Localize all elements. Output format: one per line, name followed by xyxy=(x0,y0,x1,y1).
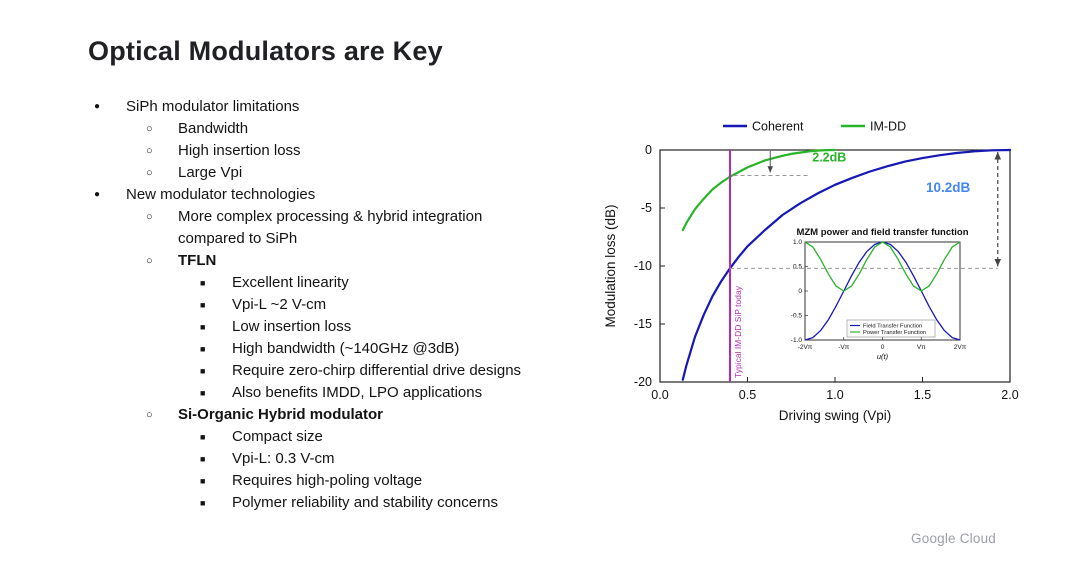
svg-text:-Vπ: -Vπ xyxy=(838,344,850,351)
svg-text:0.5: 0.5 xyxy=(793,264,802,271)
series-line-im-dd xyxy=(681,148,837,232)
svg-text:2Vπ: 2Vπ xyxy=(954,344,967,351)
svg-text:IM-DD: IM-DD xyxy=(870,120,906,134)
bullet-marker-icon: ○ xyxy=(146,123,153,135)
bullet-text: Vpi-L ~2 V-cm xyxy=(232,296,327,313)
bullet-item: ● SiPh modulator limitations xyxy=(94,96,688,118)
bullet-text: SiPh modulator limitations xyxy=(126,98,300,115)
bullet-text: Polymer reliability and stability concer… xyxy=(232,494,498,511)
bullet-text: TFLN xyxy=(178,252,217,269)
coherent-loss-label: 10.2dB xyxy=(926,180,971,195)
svg-text:-1.0: -1.0 xyxy=(791,337,803,344)
bullet-marker-icon: ■ xyxy=(200,366,206,376)
svg-text:-10: -10 xyxy=(634,259,652,273)
bullet-item: ○ TFLN xyxy=(146,250,688,272)
bullet-item: ■ Vpi-L ~2 V-cm xyxy=(200,294,688,316)
svg-text:Modulation loss (dB): Modulation loss (dB) xyxy=(603,204,618,327)
svg-text:u(t): u(t) xyxy=(877,352,889,361)
bullet-marker-icon: ■ xyxy=(200,476,206,486)
page-title: Optical Modulators are Key xyxy=(88,36,443,66)
bullet-text: Low insertion loss xyxy=(232,318,352,335)
bullet-marker-icon: ● xyxy=(94,189,101,200)
bullet-item: ■ Low insertion loss xyxy=(200,316,688,338)
bullet-item: ■ Excellent linearity xyxy=(200,272,688,294)
bullet-list: ● SiPh modulator limitations ○ Bandwidth ○ Hi… xyxy=(88,96,688,514)
svg-text:0.0: 0.0 xyxy=(651,388,668,402)
svg-text:Field Transfer Function: Field Transfer Function xyxy=(863,324,922,330)
bullet-text: Bandwidth xyxy=(178,120,249,137)
chart-annotations: Typical IM-DD SiP today 2.2dB 10.2dB xyxy=(729,150,1002,382)
bullet-marker-icon: ■ xyxy=(200,300,206,310)
bullet-text: Vpi-L: 0.3 V-cm xyxy=(232,450,335,467)
modulation-loss-chart: 0.0 0.5 1.0 1.5 2.0 0 -5 -10 -15 -20 Driving swing… xyxy=(595,100,1035,430)
bullet-text: Requires high-poling voltage xyxy=(232,472,423,489)
svg-text:-15: -15 xyxy=(634,317,652,331)
bullet-marker-icon: ■ xyxy=(200,454,206,464)
bullet-item: ○ More complex processing & hybrid integr… xyxy=(146,206,688,250)
bullet-text: Also benefits IMDD, LPO applications xyxy=(232,384,483,401)
svg-text:MZM power and field transfer f: MZM power and field transfer function xyxy=(796,227,968,238)
bullet-marker-icon: ■ xyxy=(200,322,206,332)
series-line-coherent xyxy=(681,148,1012,381)
bullet-text: Si-Organic Hybrid modulator xyxy=(178,406,384,423)
imdd-loss-label: 2.2dB xyxy=(812,151,846,165)
bullet-marker-icon: ■ xyxy=(200,388,206,398)
svg-text:0: 0 xyxy=(798,288,802,295)
modulation-loss-chart-svg: 0.0 0.5 1.0 1.5 2.0 0 -5 -10 -15 -20 Driving swing… xyxy=(603,120,1019,424)
bullet-item: ● New modulator technologies xyxy=(94,184,688,206)
bullet-marker-icon: ■ xyxy=(200,432,206,442)
bullet-marker-icon: ○ xyxy=(146,211,153,223)
svg-text:Coherent: Coherent xyxy=(752,120,804,134)
google-cloud-logo: Google Cloud xyxy=(911,531,996,546)
bullet-item: ■ Also benefits IMDD, LPO applications xyxy=(200,382,688,404)
bullet-marker-icon: ■ xyxy=(200,278,206,288)
bullet-item: ○ Si-Organic Hybrid modulator xyxy=(146,404,688,426)
chart-legend: Coherent IM-DD xyxy=(723,120,906,134)
svg-text:-20: -20 xyxy=(634,375,652,389)
bullet-item: ■ Requires high-poling voltage xyxy=(200,470,688,492)
bullet-marker-icon: ■ xyxy=(200,344,206,354)
bullet-text: Large Vpi xyxy=(178,164,243,181)
bullet-text: New modulator technologies xyxy=(126,186,316,203)
bullet-text: High insertion loss xyxy=(178,142,301,159)
svg-text:Vπ: Vπ xyxy=(917,344,926,351)
bullet-item: ■ Polymer reliability and stability conce… xyxy=(200,492,688,514)
svg-text:-0.5: -0.5 xyxy=(791,313,803,320)
bullet-marker-icon: ○ xyxy=(146,167,153,179)
bullet-item: ■ Vpi-L: 0.3 V-cm xyxy=(200,448,688,470)
bullet-text: Excellent linearity xyxy=(232,274,349,291)
svg-text:0: 0 xyxy=(881,344,885,351)
bullet-text: More complex processing & hybrid integra… xyxy=(178,208,483,247)
svg-text:-5: -5 xyxy=(641,201,652,215)
bullet-item: ○ Large Vpi xyxy=(146,162,688,184)
bullet-text: Compact size xyxy=(232,428,323,445)
bullet-item: ○ High insertion loss xyxy=(146,140,688,162)
svg-text:2.0: 2.0 xyxy=(1001,388,1018,402)
bullet-text: High bandwidth (~140GHz @3dB) xyxy=(232,340,460,357)
inset-transfer-function-chart: MZM power and field transfer function1.0… xyxy=(791,227,969,361)
bullet-item: ■ Require zero-chirp differential drive d… xyxy=(200,360,688,382)
bullet-marker-icon: ○ xyxy=(146,409,153,421)
svg-text:1.0: 1.0 xyxy=(826,388,843,402)
bullet-text: Require zero-chirp differential drive de… xyxy=(232,362,522,379)
bullet-item: ■ Compact size xyxy=(200,426,688,448)
svg-text:1.0: 1.0 xyxy=(793,239,802,246)
bullet-marker-icon: ○ xyxy=(146,145,153,157)
bullet-marker-icon: ○ xyxy=(146,255,153,267)
svg-text:0.5: 0.5 xyxy=(739,388,756,402)
svg-text:-2Vπ: -2Vπ xyxy=(798,344,813,351)
bullet-marker-icon: ■ xyxy=(200,498,206,508)
bullet-item: ■ High bandwidth (~140GHz @3dB) xyxy=(200,338,688,360)
bullet-marker-icon: ● xyxy=(94,101,101,112)
svg-text:0: 0 xyxy=(645,143,652,157)
svg-text:1.5: 1.5 xyxy=(914,388,931,402)
svg-text:Typical IM-DD SiP today: Typical IM-DD SiP today xyxy=(733,285,743,378)
bullet-item: ○ Bandwidth xyxy=(146,118,688,140)
svg-text:Power Transfer Function: Power Transfer Function xyxy=(863,330,926,336)
svg-text:Driving swing (Vpi): Driving swing (Vpi) xyxy=(779,408,892,423)
